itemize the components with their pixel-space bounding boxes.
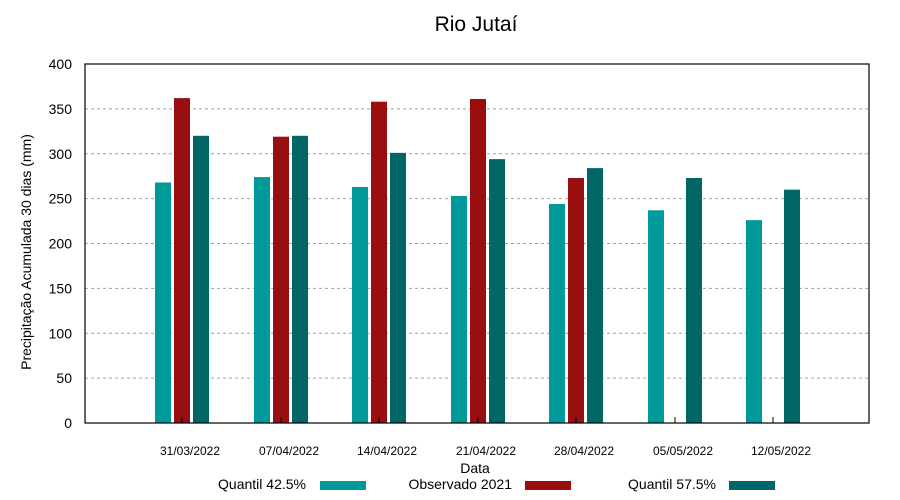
bar: [746, 220, 762, 423]
y-tick-label: 200: [49, 236, 73, 252]
legend: Quantil 42.5% Observado 2021 Quantil 57.5%: [218, 476, 775, 492]
x-tick-label: 21/04/2022: [456, 444, 516, 458]
y-tick-label: 300: [49, 146, 73, 162]
y-tick-label: 0: [64, 415, 72, 431]
bar: [155, 182, 171, 423]
y-axis-ticks: 0 50 100 150 200 250 300 350 400: [49, 56, 73, 431]
legend-label: Observado 2021: [408, 476, 512, 492]
bars: [155, 98, 800, 424]
x-tick-label: 14/04/2022: [357, 444, 417, 458]
bar: [784, 189, 800, 423]
legend-swatch: [320, 481, 366, 490]
bar: [587, 168, 603, 423]
y-tick-label: 250: [49, 191, 73, 207]
bar: [390, 152, 406, 424]
x-axis-ticks: 31/03/2022 07/04/2022 14/04/2022 21/04/2022…: [160, 417, 811, 458]
bar: [292, 135, 308, 424]
y-tick-label: 150: [49, 280, 73, 296]
x-tick-label: 07/04/2022: [259, 444, 319, 458]
bar: [174, 98, 190, 423]
y-tick-label: 350: [49, 101, 73, 117]
bar: [273, 136, 289, 423]
x-tick-label: 31/03/2022: [160, 444, 220, 458]
x-tick-label: 05/05/2022: [653, 444, 713, 458]
y-axis-label: Precipitação Acumulada 30 dias (mm): [18, 134, 34, 370]
bar: [686, 177, 702, 423]
y-tick-label: 100: [49, 325, 73, 341]
legend-swatch: [525, 481, 571, 490]
bar: [371, 101, 387, 423]
x-tick-label: 28/04/2022: [554, 444, 614, 458]
y-tick-label: 50: [56, 370, 72, 386]
bar: [254, 177, 270, 423]
bar: [648, 210, 664, 423]
bar: [568, 177, 584, 423]
legend-label: Quantil 57.5%: [628, 476, 716, 492]
bar: [470, 99, 486, 423]
chart-title: Rio Jutaí: [435, 13, 518, 36]
bar: [193, 135, 209, 424]
bar: [352, 186, 368, 423]
bar: [489, 159, 505, 423]
legend-label: Quantil 42.5%: [218, 476, 306, 492]
bar: [451, 195, 467, 423]
y-tick-label: 400: [49, 56, 73, 72]
legend-swatch: [729, 481, 775, 490]
x-axis-label: Data: [460, 460, 490, 476]
bar: [549, 204, 565, 423]
x-tick-label: 12/05/2022: [751, 444, 811, 458]
plot-frame: [84, 63, 870, 424]
